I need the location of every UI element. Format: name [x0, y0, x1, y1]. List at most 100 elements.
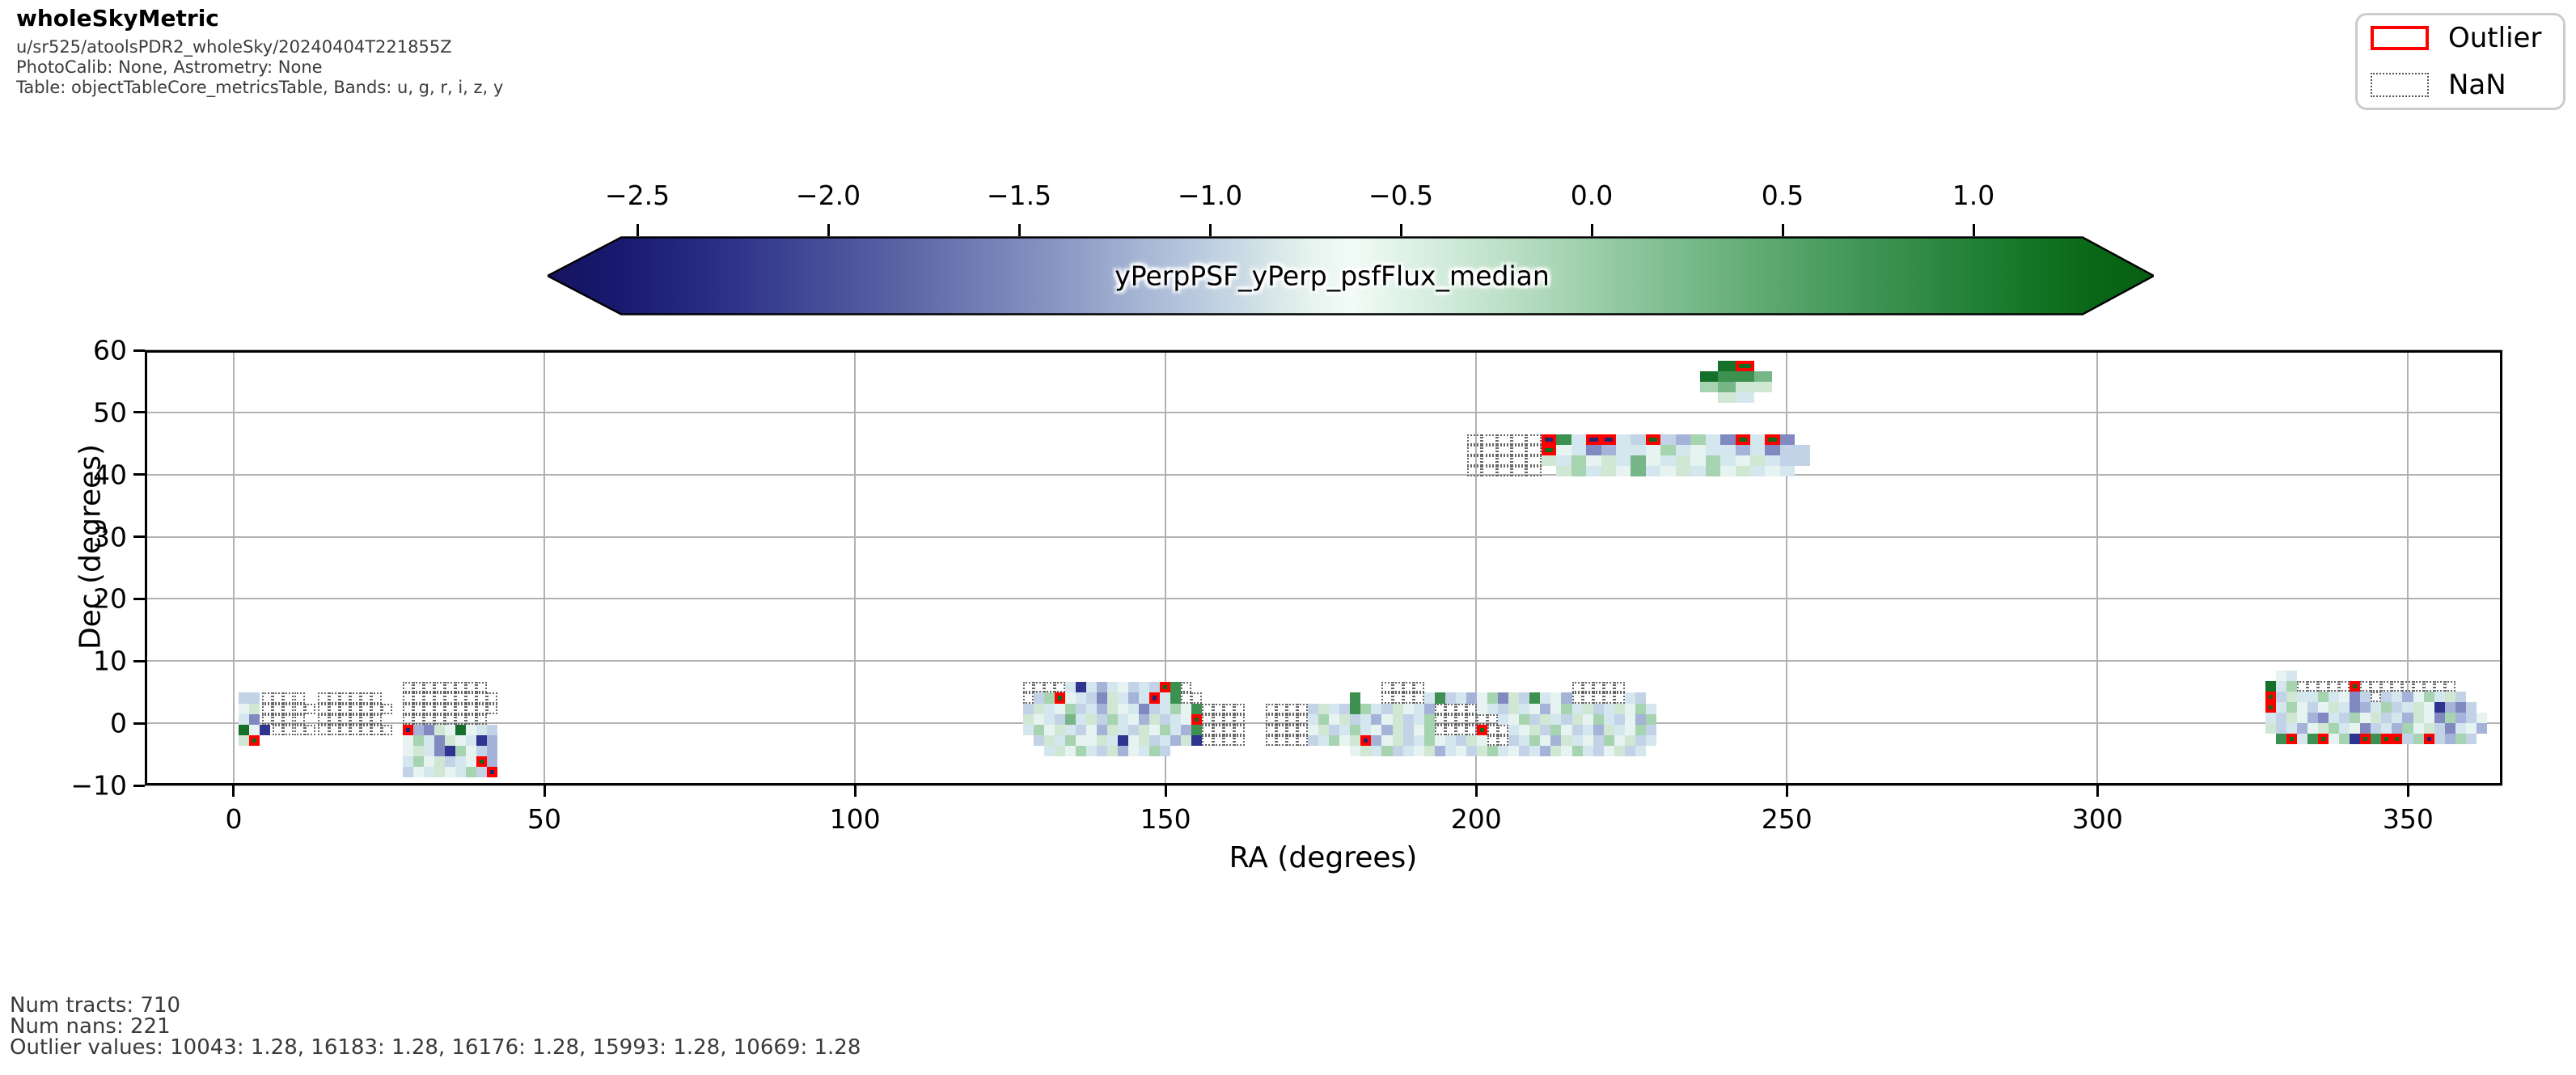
outlier-tract-cell [2392, 734, 2403, 745]
tract-cell [1529, 724, 1541, 735]
tract-cell [1106, 734, 1118, 746]
tract-cell [455, 724, 467, 735]
tract-cell [1308, 703, 1319, 714]
tract-cell [1675, 444, 1691, 455]
y-axis-tick-label: 50 [93, 396, 127, 429]
tract-cell [1085, 724, 1097, 735]
nan-tract-cell [1265, 703, 1276, 714]
colorbar-tick-label: −2.0 [795, 180, 861, 211]
tract-cell [1561, 713, 1572, 725]
gridline-vertical [854, 350, 857, 785]
stat-num-nans: Num nans: 221 [10, 1014, 171, 1039]
tract-cell [1423, 734, 1435, 746]
tract-cell [1075, 724, 1086, 735]
tract-cell [1466, 745, 1477, 756]
tract-cell [2402, 691, 2413, 702]
tract-cell [445, 734, 456, 746]
subtitle-table: Table: objectTableCore_metricsTable, Ban… [16, 78, 504, 97]
tract-cell [2413, 713, 2424, 724]
tract-cell [1118, 703, 1129, 714]
tract-cell [1779, 444, 1796, 455]
y-axis-tick [133, 473, 145, 476]
tract-cell [1096, 682, 1107, 693]
outlier-tract-cell [2381, 734, 2392, 745]
tract-cell [2265, 713, 2276, 724]
tract-cell [1635, 692, 1646, 704]
nan-tract-cell [370, 724, 382, 735]
gridline-horizontal [145, 349, 2502, 351]
nan-tract-cell [412, 703, 425, 714]
tract-cell [1402, 713, 1414, 725]
tract-cell [1043, 692, 1055, 704]
tract-cell [2423, 713, 2434, 724]
tract-cell [2381, 691, 2392, 702]
nan-tract-cell [1466, 455, 1483, 466]
nan-tract-cell [283, 713, 294, 725]
colorbar-label: yPerpPSF_yPerp_psfFlux_median [1115, 260, 1550, 292]
nan-tract-cell [1487, 734, 1499, 746]
tract-cell [412, 734, 425, 746]
outlier-tract-cell [2318, 734, 2329, 745]
tract-cell [1413, 713, 1424, 725]
gridline-vertical [1786, 350, 1788, 785]
tract-cell [1753, 382, 1772, 393]
tract-cell [1329, 713, 1340, 725]
nan-tract-cell [1482, 455, 1497, 466]
tract-cell [2455, 734, 2466, 745]
tract-cell [1096, 724, 1107, 735]
tract-cell [1170, 692, 1182, 704]
tract-cell [1749, 444, 1766, 455]
tract-cell [1085, 692, 1097, 704]
outlier-tract-cell [2350, 680, 2361, 692]
nan-tract-cell [1614, 682, 1625, 693]
tract-cell [1392, 724, 1403, 735]
tract-cell [1106, 703, 1118, 714]
tract-cell [1160, 713, 1171, 725]
tract-cell [1402, 734, 1414, 746]
tract-cell [1540, 734, 1551, 746]
tract-cell [1128, 724, 1140, 735]
colorbar [548, 236, 2154, 315]
nan-tract-cell [2329, 680, 2340, 692]
x-axis-tick-label: 200 [1450, 803, 1502, 835]
nan-tract-cell [476, 692, 488, 704]
outlier-tract-cell [487, 766, 498, 777]
tract-cell [1736, 382, 1754, 393]
tract-cell [1736, 371, 1754, 383]
tract-cell [2402, 702, 2413, 713]
tract-cell [2392, 702, 2403, 713]
tract-cell [476, 766, 488, 777]
nan-tract-cell [1476, 713, 1488, 725]
tract-cell [1423, 692, 1435, 704]
nan-tract-cell [1202, 724, 1213, 735]
tract-cell [2307, 713, 2318, 724]
nan-tract-cell [402, 703, 413, 714]
tract-cell [249, 724, 260, 735]
tract-cell [2296, 734, 2307, 745]
tract-cell [1601, 455, 1617, 466]
tract-cell [1085, 682, 1097, 693]
nan-tract-cell [402, 682, 413, 693]
nan-tract-cell [1275, 713, 1287, 725]
y-axis-tick-label: 20 [93, 582, 127, 615]
tract-cell [1318, 724, 1330, 735]
nan-tract-cell [2371, 680, 2382, 692]
outlier-tract-cell [1054, 692, 1065, 704]
y-axis-tick [133, 722, 145, 725]
tract-cell [1582, 713, 1593, 725]
tract-cell [1779, 455, 1796, 466]
nan-tract-cell [2339, 680, 2350, 692]
tract-cell [1360, 703, 1372, 714]
tract-cell [1118, 692, 1129, 704]
tract-cell [1423, 713, 1435, 725]
tract-cell [402, 766, 413, 777]
colorbar-tick-label: −1.5 [986, 180, 1052, 211]
nan-tract-cell [1413, 682, 1424, 693]
nan-tract-cell [1496, 444, 1512, 455]
tract-cell [1556, 465, 1571, 477]
gridline-horizontal [145, 785, 2502, 786]
nan-tract-cell [2444, 680, 2455, 692]
tract-cell [1149, 734, 1161, 746]
tract-cell [412, 724, 425, 735]
colorbar-tick-label: −0.5 [1368, 180, 1434, 211]
